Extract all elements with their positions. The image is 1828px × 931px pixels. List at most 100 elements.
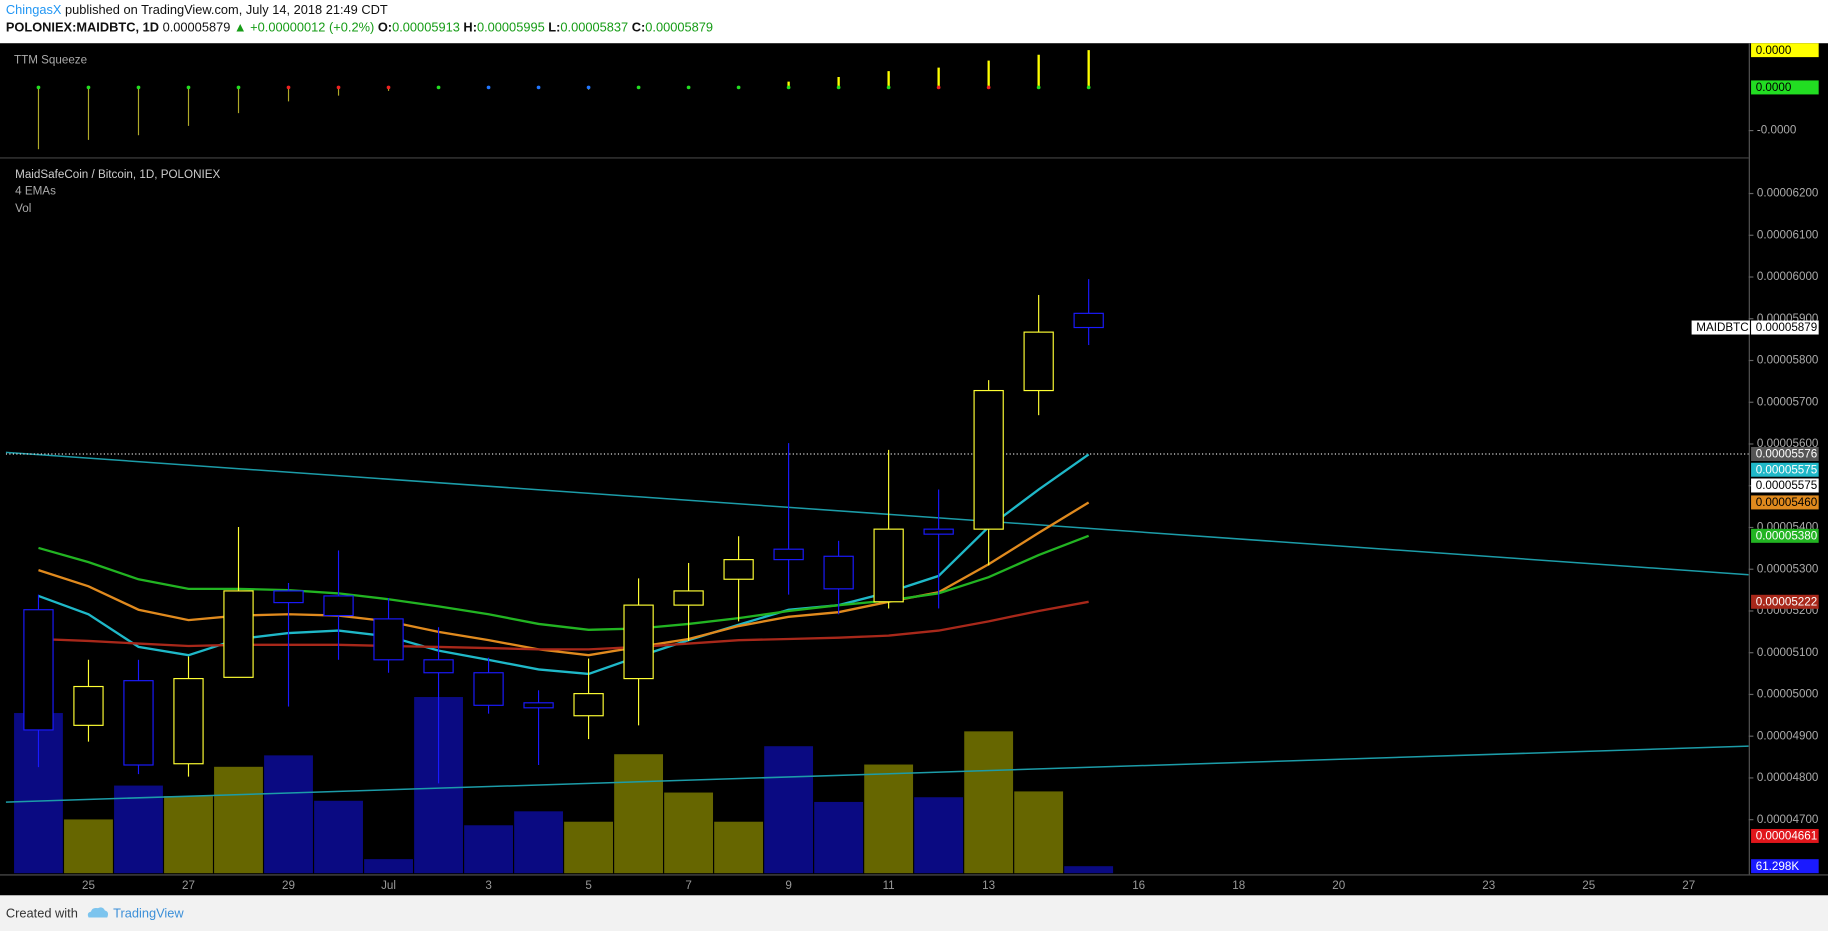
volume-bar <box>614 754 664 874</box>
squeeze-dot <box>136 85 141 90</box>
l-value: 0.00005837 <box>560 20 629 35</box>
candle-body <box>773 548 804 561</box>
created-with: Created with <box>5 907 78 921</box>
pane-title: MaidSafeCoin / Bitcoin, 1D, POLONIEX <box>15 168 220 181</box>
squeeze-dot <box>586 85 591 90</box>
squeeze-value-label-box <box>1751 43 1819 58</box>
x-tick-label: 9 <box>785 879 791 892</box>
x-tick-label: 5 <box>585 879 591 892</box>
o-label: O: <box>377 20 393 35</box>
x-tick-label: 18 <box>1232 879 1245 892</box>
squeeze-dot <box>536 85 541 90</box>
x-tick-label: 13 <box>982 879 995 892</box>
x-tick-label: 7 <box>685 879 691 892</box>
volume-bar <box>714 821 764 874</box>
squeeze-dot <box>186 85 191 90</box>
x-tick-label: Jul <box>381 879 396 892</box>
x-tick-label: 25 <box>82 879 95 892</box>
annotation-label-box <box>1751 828 1819 843</box>
squeeze-dot <box>86 85 91 90</box>
candle-layer <box>23 279 1104 784</box>
volume-bar <box>464 825 513 874</box>
o-value: 0.00005913 <box>392 20 460 35</box>
y-tick-label: 0.00005800 <box>1757 354 1819 367</box>
h-label: H: <box>463 20 477 35</box>
squeeze-dot <box>986 85 991 90</box>
header: ChingasX published on TradingView.com, J… <box>0 0 1828 44</box>
ema-value-label-box <box>1751 528 1819 543</box>
squeeze-dot <box>386 85 391 90</box>
x-tick-label: 29 <box>282 879 295 892</box>
publish-line: ChingasX published on TradingView.com, J… <box>6 3 388 17</box>
logo <box>87 907 109 918</box>
ema-value-label: 0.00005460 <box>1756 496 1818 509</box>
brand[interactable]: TradingView <box>113 907 184 921</box>
price-line-label: 0.00005576 <box>1756 448 1818 461</box>
y-tick-label: 0.00005600 <box>1757 437 1819 450</box>
y-tick-label: 0.00006200 <box>1757 187 1819 200</box>
candle-body <box>923 528 954 535</box>
candle-body <box>673 590 704 606</box>
candle-body <box>723 559 754 580</box>
candle-body <box>623 604 654 680</box>
squeeze-dot <box>486 85 491 90</box>
volume-layer <box>14 697 1114 874</box>
squeeze-dot <box>1036 85 1041 90</box>
volume-bar <box>314 800 363 874</box>
author[interactable]: ChingasX <box>5 3 62 18</box>
indicator-name: Vol <box>15 202 31 215</box>
last-price-label: 0.00005879 <box>1756 321 1818 334</box>
squeeze-dot <box>636 85 641 90</box>
candle-body <box>373 618 404 661</box>
squeeze-dot <box>1086 85 1091 90</box>
x-tick-label: 16 <box>1132 879 1145 892</box>
squeeze-layer <box>36 50 1091 150</box>
squeeze-value-label: 0.0000 <box>1756 44 1792 57</box>
volume-bar <box>164 796 213 874</box>
ema-line <box>38 534 1090 631</box>
l-label: L: <box>548 20 561 35</box>
axis-layer: 25 27 29 Jul 3 5 7 9 11 13 16 18 20 23 25 27 0.00004700 0… <box>82 124 1819 892</box>
symbol-box <box>1691 320 1750 335</box>
y-tick-label: 0.00004800 <box>1757 771 1819 784</box>
x-tick-label: 23 <box>1482 879 1495 892</box>
ema-value-label-box <box>1751 495 1819 510</box>
x-tick-label: 27 <box>182 879 195 892</box>
x-tick-label: 25 <box>1582 879 1595 892</box>
volume-label-box <box>1751 859 1819 874</box>
y-tick-label: 0.00006100 <box>1757 228 1819 241</box>
candle-body <box>23 609 54 731</box>
x-tick-label: 3 <box>485 879 491 892</box>
squeeze-dot-label: 0.0000 <box>1756 81 1792 94</box>
candle-body <box>73 685 104 726</box>
price-pane <box>5 279 1749 874</box>
volume-bar <box>514 811 563 874</box>
candle-body <box>573 693 604 717</box>
volume-bar <box>214 766 263 874</box>
annotation-label: 0.00005575 <box>1756 479 1818 492</box>
ema-layer <box>38 453 1090 676</box>
squeeze-dot <box>686 85 691 90</box>
volume-bar <box>864 764 914 874</box>
volume-bar <box>64 819 113 874</box>
c-value: 0.00005879 <box>645 20 714 35</box>
published: published on TradingView.com, July 14, 2… <box>65 3 388 18</box>
trendline <box>5 745 1749 803</box>
volume-bar <box>1014 791 1064 874</box>
candle-body <box>973 389 1004 530</box>
symbol: POLONIEX:MAIDBTC, 1D <box>5 20 160 35</box>
squeeze-dot <box>886 85 891 90</box>
ema-value-label-box <box>1751 462 1819 477</box>
y-tick-label: 0.00005300 <box>1757 562 1819 575</box>
ema-line <box>38 453 1090 676</box>
squeeze-dot <box>836 85 841 90</box>
y-tick-label: -0.0000 <box>1757 124 1797 137</box>
last-price-label-box <box>1751 320 1819 335</box>
ema-value-label-box <box>1751 594 1819 609</box>
volume-bar <box>1064 866 1114 874</box>
change: ▲ +0.00000012 (+0.2%) <box>233 20 375 35</box>
candle-body <box>473 672 504 706</box>
candle-body <box>173 678 204 765</box>
chart: TTM Squeeze MaidSafeCoin / Bitcoin, 1D, … <box>0 43 1828 896</box>
volume-bar <box>114 785 163 874</box>
